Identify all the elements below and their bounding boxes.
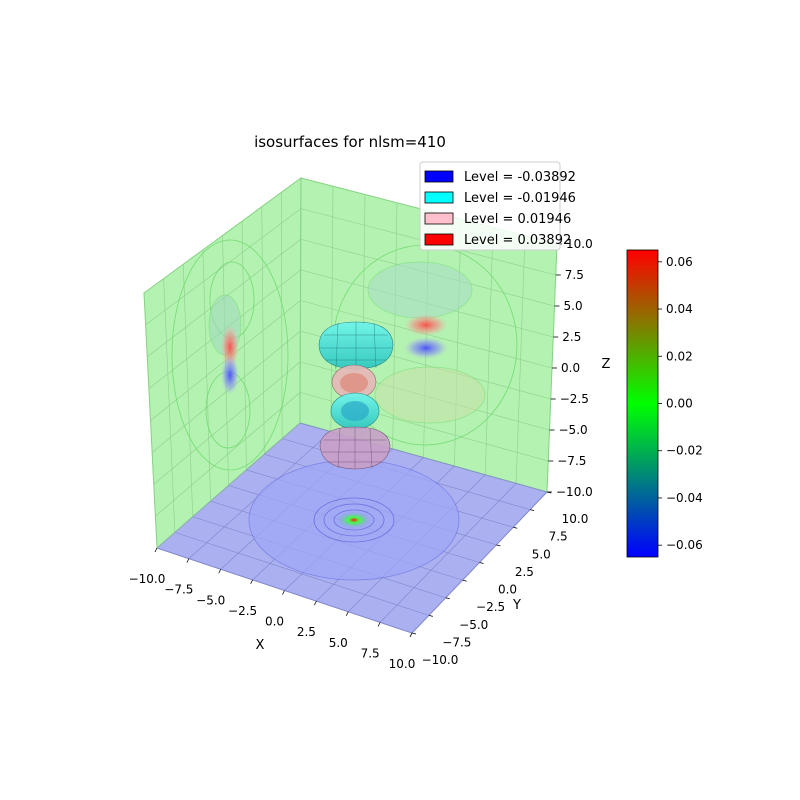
z-tick-label: −2.5 bbox=[560, 392, 589, 406]
y-tick-label: 5.0 bbox=[532, 547, 551, 561]
y-tick-mark bbox=[479, 562, 484, 564]
x-tick-mark bbox=[250, 579, 253, 585]
left-wall-gridline bbox=[299, 177, 302, 424]
x-tick-label: −5.0 bbox=[196, 593, 225, 607]
x-tick-label: −2.5 bbox=[228, 604, 257, 618]
z-tick-label: −5.0 bbox=[559, 423, 588, 437]
left-wall-gridline bbox=[145, 208, 302, 326]
y-tick-label: 0.0 bbox=[498, 583, 517, 597]
legend-label: Level = -0.01946 bbox=[464, 191, 576, 206]
colorbar-tick-label: −0.02 bbox=[666, 444, 703, 458]
z-axis-label: Z bbox=[602, 357, 611, 372]
y-tick-label: 10.0 bbox=[562, 512, 589, 526]
z-tick-label: 0.0 bbox=[561, 361, 580, 375]
y-tick-label: 2.5 bbox=[515, 565, 534, 579]
z-tick-label: 10.0 bbox=[566, 237, 593, 251]
z-tick-label: 7.5 bbox=[565, 268, 584, 282]
z-tick-label: −7.5 bbox=[557, 454, 586, 468]
floor-gridline bbox=[379, 483, 517, 623]
x-tick-mark bbox=[409, 632, 413, 638]
right-wall-blue-lobe bbox=[404, 337, 448, 359]
x-tick-label: 5.0 bbox=[329, 636, 348, 650]
x-tick-label: 0.0 bbox=[265, 615, 284, 629]
colorbar-tick-label: −0.04 bbox=[666, 491, 703, 505]
y-tick-mark bbox=[513, 526, 518, 529]
colorbar-tick-label: 0.00 bbox=[666, 397, 693, 411]
isosurface-group bbox=[318, 321, 394, 470]
y-tick-label: −5.0 bbox=[459, 618, 488, 632]
y-tick-mark bbox=[496, 544, 501, 547]
legend-label: Level = -0.03892 bbox=[464, 170, 576, 185]
x-tick-mark bbox=[186, 558, 190, 563]
y-tick-label: −10.0 bbox=[422, 653, 459, 667]
right-wall-gridline bbox=[515, 235, 526, 484]
floor-center-spot bbox=[336, 511, 372, 529]
colorbar bbox=[626, 249, 659, 558]
x-tick-mark bbox=[282, 590, 285, 595]
z-axis-ticks: 10.0 7.5 5.0 2.5 0.0 −2.5 −5.0 −7.5 −10.0 bbox=[547, 237, 593, 499]
left-wall-contours bbox=[171, 239, 289, 471]
chart-title: isosurfaces for nlsm=410 bbox=[254, 133, 446, 151]
x-tick-label: −10.0 bbox=[129, 572, 166, 586]
x-tick-mark bbox=[377, 622, 381, 627]
x-tick-label: −7.5 bbox=[164, 583, 193, 597]
left-wall-gridline bbox=[261, 206, 265, 455]
isosurface-cyan-lower bbox=[330, 392, 380, 430]
y-tick-label: −2.5 bbox=[476, 600, 505, 614]
colorbar-tick-label: 0.04 bbox=[666, 302, 693, 316]
left-wall-blue-lobe bbox=[221, 355, 239, 395]
x-axis-label: X bbox=[256, 638, 265, 653]
y-tick-label: 7.5 bbox=[549, 530, 568, 544]
legend-swatch bbox=[424, 170, 454, 183]
z-tick-label: 5.0 bbox=[564, 299, 583, 313]
colorbar-tick-label: 0.06 bbox=[666, 255, 693, 269]
right-wall-red-lobe bbox=[404, 314, 448, 336]
y-tick-mark bbox=[445, 597, 450, 600]
legend-swatch bbox=[424, 233, 454, 246]
x-tick-mark bbox=[154, 547, 158, 553]
isosurface-pink-upper bbox=[331, 364, 377, 400]
x-tick-mark bbox=[314, 600, 317, 606]
right-wall-gridline bbox=[454, 219, 462, 467]
colorbar-ticks: 0.06 0.04 0.02 0.00 −0.02 −0.04 −0.06 bbox=[658, 255, 703, 552]
y-tick-mark bbox=[411, 632, 417, 635]
y-tick-mark bbox=[462, 579, 467, 582]
left-wall-gridline bbox=[143, 177, 302, 294]
colorbar-tick-label: −0.06 bbox=[666, 538, 703, 552]
x-tick-label: 2.5 bbox=[297, 625, 316, 639]
left-wall-gridline bbox=[241, 221, 247, 470]
x-tick-label: 7.5 bbox=[361, 646, 380, 660]
legend-label: Level = 0.03892 bbox=[464, 233, 571, 248]
x-tick-mark bbox=[218, 569, 222, 574]
legend-frame bbox=[419, 161, 561, 251]
y-tick-label: −7.5 bbox=[442, 635, 471, 649]
legend-swatch bbox=[424, 191, 454, 204]
isosurface-pink-bottom bbox=[319, 426, 391, 470]
z-tick-label: 2.5 bbox=[562, 330, 581, 344]
z-tick-label: −10.0 bbox=[556, 485, 593, 499]
left-wall-gridline bbox=[281, 192, 283, 439]
x-tick-mark bbox=[345, 611, 349, 616]
y-tick-mark bbox=[530, 509, 535, 512]
x-tick-label: 10.0 bbox=[389, 657, 416, 671]
colorbar-tick-label: 0.02 bbox=[666, 349, 693, 363]
y-axis-label: Y bbox=[512, 598, 521, 613]
right-wall-contours bbox=[332, 244, 518, 446]
right-wall-gridline bbox=[484, 227, 494, 475]
x-axis-ticks: −10.0−7.5−5.0−2.5 0.0 2.5 5.0 7.5 10.0 bbox=[129, 547, 416, 671]
isosurface-top-cyan bbox=[318, 321, 394, 370]
legend-swatch bbox=[424, 212, 454, 225]
y-tick-mark bbox=[428, 614, 433, 617]
legend-label: Level = 0.01946 bbox=[464, 212, 571, 227]
legend: Level = -0.03892 Level = -0.01946 Level = … bbox=[419, 161, 576, 251]
y-axis-ticks: −10.0 −7.5 −5.0 −2.5 0.0 2.5 5.0 7.5 10.0 bbox=[411, 491, 589, 667]
